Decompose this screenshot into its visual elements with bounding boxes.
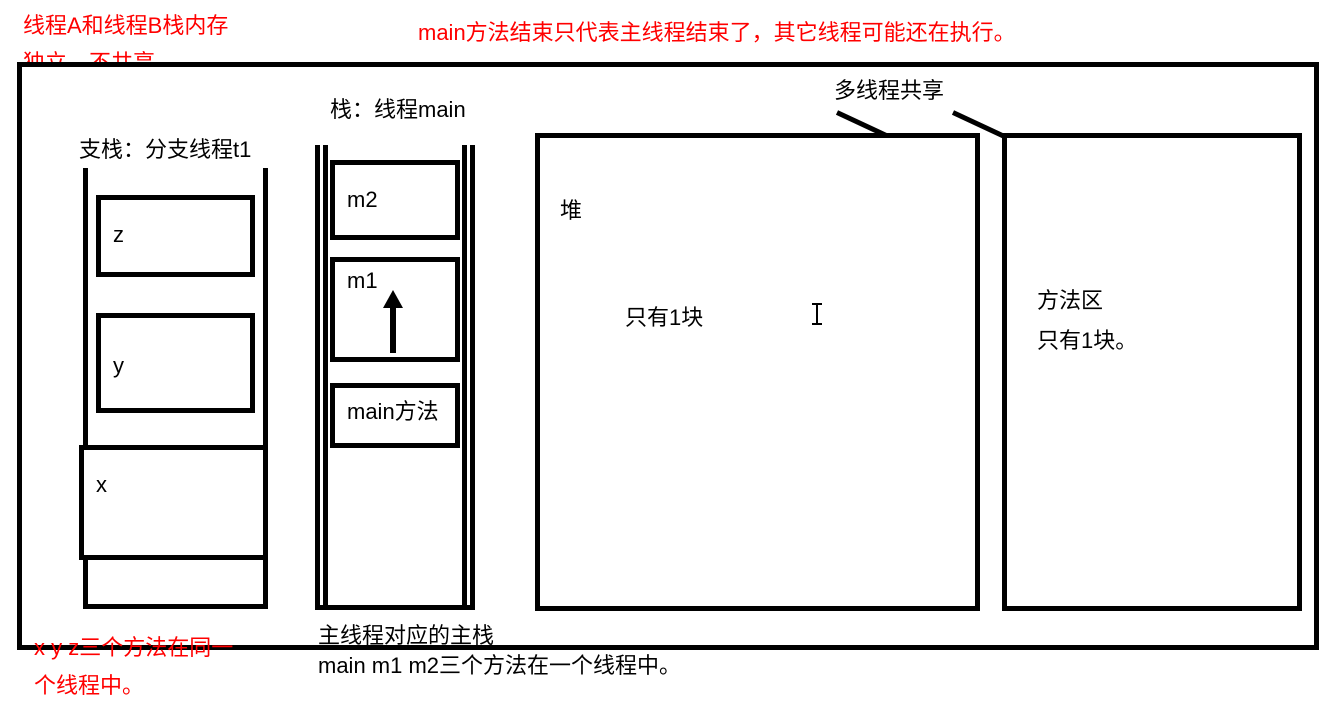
stack-t1-title: 支栈：分支线程t1 (79, 132, 251, 164)
shared-label: 多线程共享 (834, 73, 944, 105)
main-stack-note-line1: 主线程对应的主栈 (318, 618, 494, 650)
note-xyz-line2: 个线程中。 (34, 668, 144, 700)
note-xyz-line1: x y z三个方法在同一 (34, 630, 233, 662)
note-main-end: main方法结束只代表主线程结束了，其它线程可能还在执行。 (418, 15, 1016, 47)
stack-t1-frame-x: x (79, 445, 268, 560)
method-area-title: 方法区 (1037, 283, 1103, 315)
stack-main-title: 栈：线程main (330, 92, 466, 124)
text-cursor-icon (816, 303, 818, 325)
stack-t1-frame-z: z (96, 195, 255, 277)
heap-line1: 只有1块 (625, 300, 703, 332)
method-area-box: 方法区 只有1块。 (1002, 133, 1302, 611)
heap-box: 堆 只有1块 (535, 133, 980, 611)
stack-t1-frame-y: y (96, 313, 255, 413)
heap-title: 堆 (560, 193, 582, 225)
main-stack-note-line2: main m1 m2三个方法在一个线程中。 (318, 648, 681, 680)
stack-main-frame-m2: m2 (330, 160, 460, 240)
stack-main-frame-main: main方法 (330, 383, 460, 448)
method-area-line1: 只有1块。 (1037, 323, 1137, 355)
note-stack-independent-line1: 线程A和线程B栈内存 (23, 8, 228, 40)
